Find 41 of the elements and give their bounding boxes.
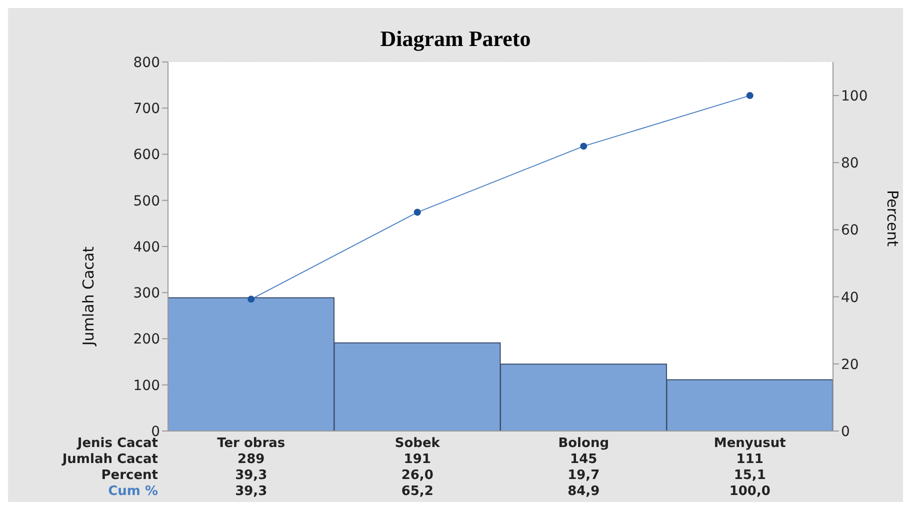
data-label: 191 <box>402 452 432 467</box>
y2-tick-label: 100 <box>841 88 868 105</box>
y-tick-label: 700 <box>133 101 160 118</box>
x-axis-title: Jenis Cacat <box>76 436 158 451</box>
text: 26,0 <box>400 468 434 483</box>
text: Percent <box>100 468 158 483</box>
text: Cum % <box>107 484 158 499</box>
y2-tick-label: 60 <box>841 222 859 239</box>
data-label: 84,9 <box>566 484 601 499</box>
point <box>746 92 754 100</box>
point <box>414 208 421 216</box>
y-tick-label: 800 <box>133 54 160 71</box>
x-tick-label: Menyusut <box>712 436 787 451</box>
y2-tick-label: 20 <box>841 356 859 373</box>
y2-tick-label: 40 <box>841 290 859 306</box>
x-tick-label: Ter obras <box>216 436 286 451</box>
y2-tick-label: 80 <box>841 156 859 172</box>
x-tick-label: Bolong <box>557 436 610 451</box>
data-label: 65,2 <box>400 484 434 499</box>
text: 19,7 <box>566 468 601 483</box>
y-tick-label: 300 <box>133 286 160 302</box>
y2-axis-title: Percent <box>884 190 902 247</box>
data-label: 39,3 <box>234 484 268 499</box>
data-label: 289 <box>236 452 266 467</box>
data-label: 111 <box>735 452 764 467</box>
text: 39,3 <box>234 468 268 483</box>
text: 15,1 <box>732 468 767 483</box>
x-tick-label: Sobek <box>394 436 441 451</box>
series-label: Jumlah Cacat <box>60 452 158 467</box>
y-tick-label: 100 <box>133 378 160 394</box>
y2-tick-label: 0 <box>841 424 850 440</box>
data-label: 100,0 <box>728 484 772 499</box>
point <box>580 142 588 150</box>
chart-title: Diagram Pareto <box>379 26 532 52</box>
data-label: 145 <box>569 452 598 467</box>
y-tick-label: 600 <box>133 147 160 164</box>
point <box>248 296 255 303</box>
y-tick-label: 400 <box>133 239 160 256</box>
y-tick-label: 500 <box>133 193 160 210</box>
y-axis-title: Jumlah Cacat <box>79 246 98 347</box>
y-tick-label: 200 <box>133 332 160 348</box>
